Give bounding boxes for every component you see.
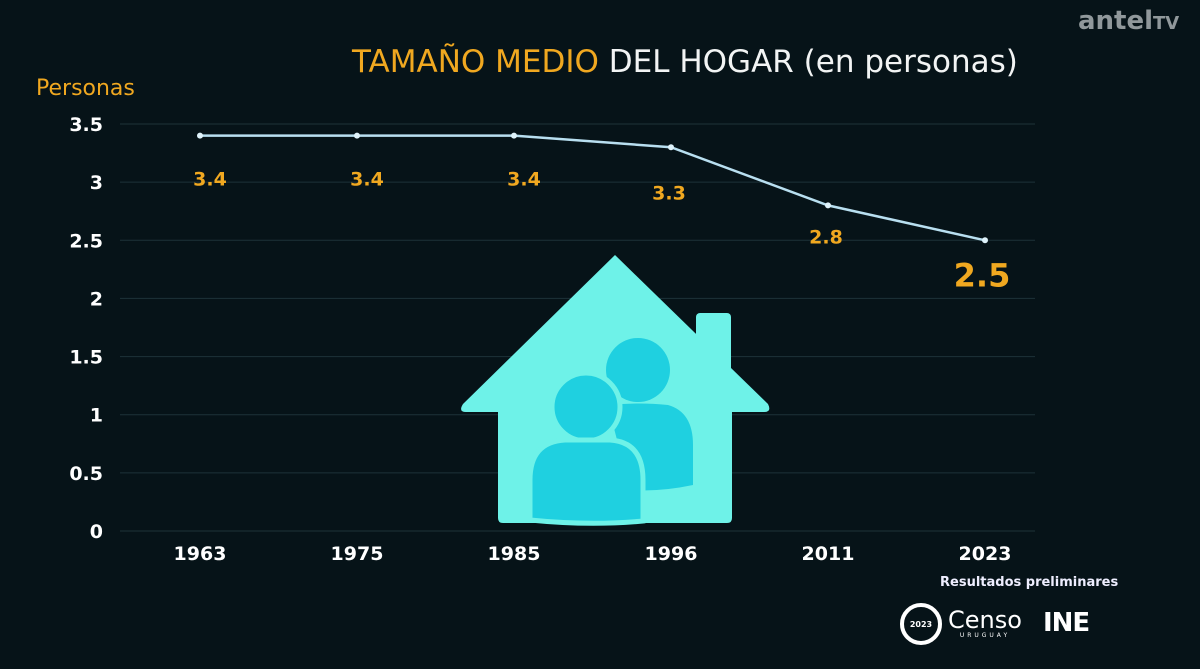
chart-title: TAMAÑO MEDIO DEL HOGAR (en personas) [352, 44, 1018, 80]
y-tick-label: 0.5 [69, 463, 103, 485]
title-highlight: TAMAÑO MEDIO [352, 44, 599, 80]
censo-sub: URUGUAY [959, 632, 1011, 639]
x-tick-label: 1996 [645, 543, 698, 565]
data-label: 3.3 [652, 182, 686, 204]
data-point [825, 202, 831, 209]
data-point [511, 132, 517, 139]
y-tick-label: 3.5 [69, 114, 103, 136]
y-tick-label: 2.5 [69, 230, 103, 252]
x-tick-label: 2023 [959, 543, 1012, 565]
data-label: 2.5 [954, 256, 1011, 294]
data-point [668, 144, 674, 151]
x-tick-label: 1963 [174, 543, 227, 565]
censo-ring-icon: 2023 [900, 603, 942, 645]
preliminary-note: Resultados preliminares [940, 575, 1119, 590]
watermark-brand: antel [1078, 6, 1154, 36]
x-tick-label: 1975 [331, 543, 384, 565]
y-tick-label: 2 [90, 288, 103, 310]
house-illustration [461, 255, 770, 526]
ine-logo: INE [1043, 608, 1090, 638]
data-label: 2.8 [809, 226, 843, 248]
data-point [197, 132, 203, 139]
watermark-suffix: TV [1153, 13, 1180, 34]
x-tick-label: 1985 [488, 543, 541, 565]
data-label: 3.4 [507, 169, 541, 191]
person-front-body [527, 437, 646, 526]
data-label: 3.4 [350, 169, 384, 191]
person-front-head [549, 370, 623, 444]
y-tick-label: 1 [90, 405, 103, 427]
y-tick-label: 0 [90, 521, 103, 543]
y-tick-label: 1.5 [69, 347, 103, 369]
data-label: 3.4 [193, 169, 227, 191]
antel-tv-logo: antelTV [1078, 6, 1179, 36]
censo-name: Censo [948, 606, 1022, 634]
y-tick-label: 3 [90, 172, 103, 194]
person-back-head [606, 338, 670, 402]
chimney [696, 313, 731, 373]
title-rest: DEL HOGAR (en personas) [608, 44, 1018, 80]
censo-logo: 2023 Censo URUGUAY [900, 603, 1022, 645]
series-line [200, 134, 986, 242]
data-point [982, 237, 988, 244]
x-tick-label: 2011 [802, 543, 855, 565]
data-point [354, 132, 360, 139]
y-axis-label: Personas [36, 76, 135, 101]
